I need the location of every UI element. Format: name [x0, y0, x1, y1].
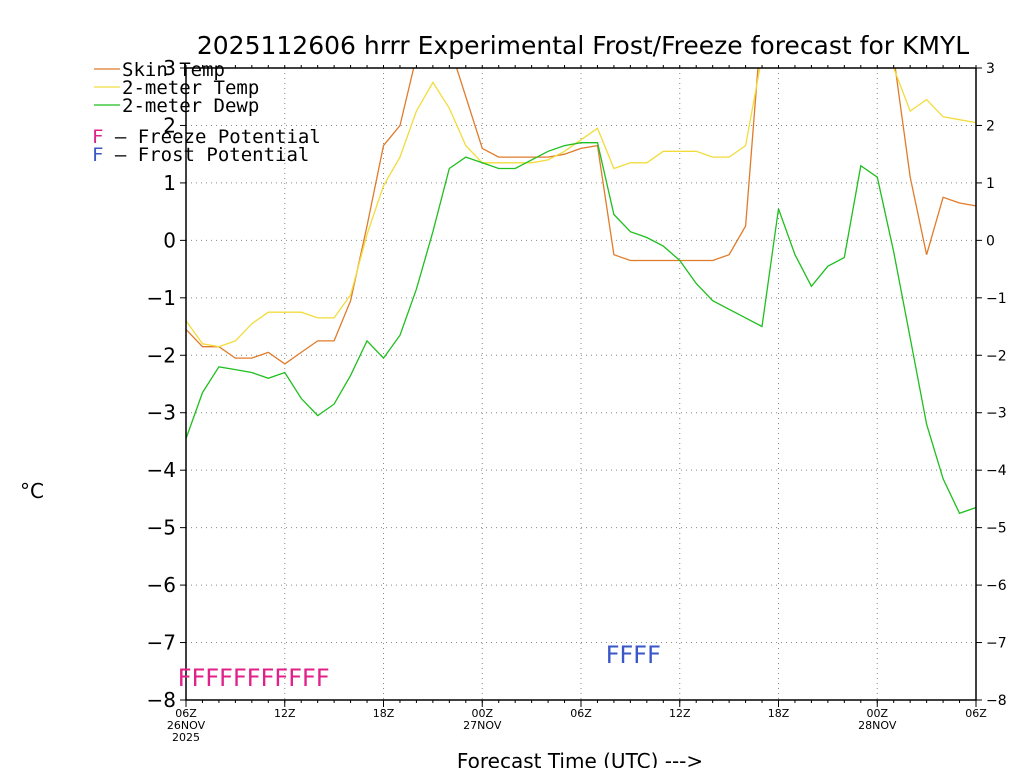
y-tick-label-right: −3 [986, 406, 1007, 422]
y-tick-label: −4 [147, 458, 176, 482]
y-tick-label: 2 [163, 113, 176, 137]
x-tick-label: 00Z [866, 707, 888, 720]
y-tick-label-right: 2 [986, 118, 995, 134]
flag-legend-entry: F – Frost Potential [92, 144, 309, 166]
flag-legend-label: – Frost Potential [103, 144, 309, 166]
flag-legend-symbol: F [92, 144, 103, 166]
legend-label: 2-meter Dewp [122, 95, 259, 117]
y-tick-label: 1 [163, 171, 176, 195]
y-tick-label-right: 1 [986, 176, 995, 192]
y-tick-label-right: −8 [986, 693, 1007, 709]
x-tick-label: 18Z [768, 707, 790, 720]
series-line-skin-temp [186, 68, 976, 365]
flag-legend-symbol: F [92, 126, 103, 148]
x-tick-label: 2025 [172, 731, 200, 744]
x-axis-label: Forecast Time (UTC) ---> [457, 749, 703, 768]
x-tick-label: 28NOV [858, 719, 897, 732]
y-tick-label: −6 [147, 573, 176, 597]
y-tick-label: −7 [147, 631, 176, 655]
legend-label: 2-meter Temp [122, 77, 259, 99]
y-tick-label: −3 [147, 401, 176, 425]
x-tick-label: 18Z [373, 707, 395, 720]
y-tick-label: −5 [147, 516, 176, 540]
y-tick-label: 3 [163, 56, 176, 80]
legend-label: Skin Temp [122, 59, 225, 81]
x-tick-label: 00Z [471, 707, 493, 720]
x-tick-label: 12Z [274, 707, 296, 720]
x-tick-label: 06Z [965, 707, 987, 720]
y-tick-label-right: −5 [986, 521, 1007, 537]
x-tick-label: 26NOV [167, 719, 206, 732]
flag-annotation: FFFFFFFFFFF [178, 664, 330, 692]
series-layer [186, 68, 976, 515]
y-tick-label: −1 [147, 286, 176, 310]
y-tick-label-right: −1 [986, 291, 1007, 307]
y-tick-label-right: −7 [986, 636, 1007, 652]
y-tick-label-right: −2 [986, 348, 1007, 364]
y-tick-label-right: −6 [986, 578, 1007, 594]
flag-legend-label: – Freeze Potential [103, 126, 320, 148]
x-tick-label: 06Z [570, 707, 592, 720]
flag-legend-entry: F – Freeze Potential [92, 126, 321, 148]
grid [186, 68, 976, 700]
y-tick-label: 0 [163, 228, 176, 252]
chart-title: 2025112606 hrrr Experimental Frost/Freez… [197, 31, 969, 60]
x-tick-label: 27NOV [463, 719, 502, 732]
series-line-2-meter-dewp [186, 142, 976, 515]
y-tick-label-right: 0 [986, 233, 995, 249]
flag-annotation: FFFF [606, 641, 661, 669]
y-tick-label-right: 3 [986, 61, 995, 77]
x-tick-label: 06Z [175, 707, 197, 720]
series-line-2-meter-temp [186, 68, 976, 348]
axes: −8 −8 −7 −7 −6 −6 −5 −5 −4 −4 −3 −3 −2 −2 −1 −1 0 0 1 1 2 2 3 3… [147, 56, 1007, 744]
x-tick-label: 12Z [669, 707, 691, 720]
y-tick-label: −8 [147, 688, 176, 712]
y-axis-label: °C [20, 479, 44, 503]
y-tick-label: −2 [147, 343, 176, 367]
y-tick-label-right: −4 [986, 463, 1007, 479]
